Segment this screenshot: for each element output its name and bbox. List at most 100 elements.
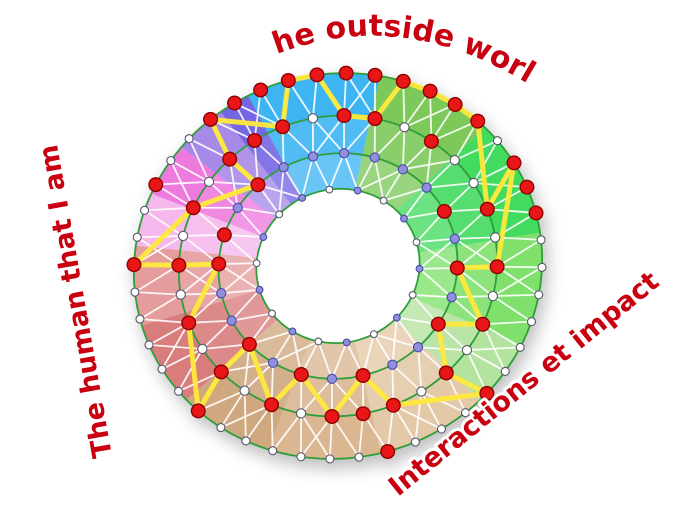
- white-node: [307, 113, 319, 124]
- purple-node: [449, 233, 460, 244]
- red-node: [528, 205, 544, 221]
- red-node: [338, 65, 354, 81]
- red-node: [479, 385, 495, 401]
- white-node: [354, 452, 364, 462]
- label-human-that-i-am: The human that I am: [33, 142, 119, 460]
- white-node: [515, 342, 525, 352]
- white-node: [408, 290, 417, 299]
- purple-node: [255, 285, 264, 294]
- white-node: [216, 422, 226, 433]
- red-node: [449, 260, 465, 276]
- white-node: [399, 122, 410, 133]
- white-node: [325, 454, 335, 464]
- white-node: [173, 386, 184, 396]
- red-node: [280, 73, 296, 89]
- white-node: [295, 408, 307, 419]
- nodes-layer: [130, 113, 547, 464]
- purple-node: [298, 193, 307, 202]
- white-node: [436, 424, 447, 434]
- red-node: [203, 111, 219, 127]
- white-node: [490, 232, 501, 243]
- red-node: [479, 201, 495, 217]
- white-node: [410, 437, 420, 447]
- purple-node: [369, 152, 380, 163]
- red-node: [447, 96, 463, 112]
- red-node: [216, 227, 232, 243]
- highlight-nodes-layer: [126, 65, 544, 459]
- white-node: [130, 287, 140, 297]
- label-outside-world-text: The outside world: [0, 0, 544, 93]
- donut-wheel: [126, 65, 547, 464]
- white-node: [460, 408, 471, 418]
- white-node: [461, 345, 473, 356]
- red-node: [367, 111, 383, 127]
- red-node: [247, 132, 263, 148]
- red-node: [264, 397, 280, 413]
- white-node: [526, 317, 536, 327]
- purple-node: [278, 162, 289, 173]
- white-node: [492, 136, 503, 146]
- red-node: [436, 203, 452, 219]
- white-node: [268, 309, 276, 318]
- red-node: [422, 83, 438, 99]
- ring-line: [177, 114, 499, 418]
- purple-node: [415, 264, 424, 273]
- purple-node: [326, 373, 338, 384]
- red-node: [126, 257, 142, 273]
- red-node: [324, 408, 340, 424]
- red-node: [506, 155, 522, 171]
- white-node: [252, 259, 261, 268]
- red-node: [385, 397, 401, 413]
- red-node: [380, 443, 396, 459]
- red-node: [309, 67, 325, 83]
- red-node: [293, 366, 309, 382]
- white-node: [416, 386, 427, 397]
- white-node: [184, 134, 194, 144]
- white-node: [369, 330, 378, 339]
- purple-node: [267, 357, 279, 368]
- inner-tint-band: [218, 152, 458, 380]
- white-node: [132, 232, 142, 242]
- red-node: [395, 73, 411, 89]
- red-node: [275, 119, 291, 135]
- purple-node: [232, 202, 243, 213]
- purple-node: [400, 214, 408, 223]
- white-node: [135, 314, 145, 324]
- donut-hole: [256, 188, 420, 344]
- purple-node: [259, 233, 268, 242]
- white-node: [449, 154, 460, 166]
- red-node: [211, 256, 227, 272]
- white-node: [275, 210, 284, 219]
- white-node: [166, 156, 176, 166]
- white-node: [412, 238, 421, 247]
- purple-node: [387, 359, 398, 370]
- white-node: [537, 262, 547, 272]
- purple-node: [216, 288, 227, 299]
- white-node: [177, 230, 189, 242]
- red-node: [336, 108, 352, 124]
- white-node: [175, 289, 186, 300]
- red-node: [213, 364, 229, 380]
- red-node: [367, 67, 383, 83]
- white-node: [157, 364, 167, 374]
- white-node: [241, 436, 251, 446]
- white-node: [144, 340, 154, 350]
- purple-node: [421, 182, 432, 193]
- purple-node: [353, 186, 362, 195]
- purple-node: [342, 338, 351, 347]
- red-node: [489, 259, 505, 275]
- white-node: [325, 185, 334, 194]
- red-node: [519, 179, 535, 195]
- purple-node: [446, 292, 457, 303]
- white-node: [379, 196, 388, 205]
- purple-node: [392, 313, 401, 322]
- white-node: [500, 366, 510, 376]
- red-node: [181, 315, 197, 331]
- red-node: [190, 403, 206, 419]
- red-node: [227, 95, 243, 111]
- red-node: [475, 316, 491, 332]
- purple-node: [307, 151, 319, 162]
- white-node: [296, 452, 306, 462]
